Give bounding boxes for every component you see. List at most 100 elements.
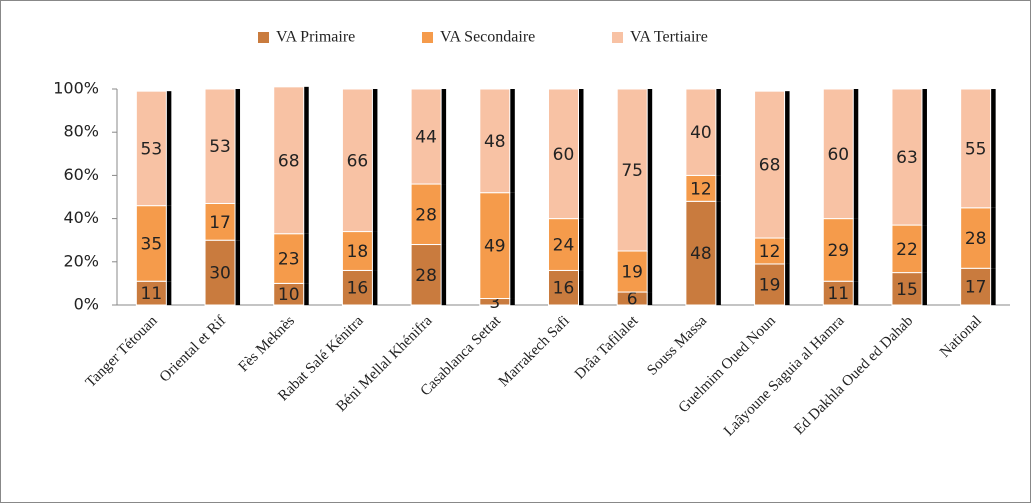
data-label: 18 bbox=[347, 242, 369, 262]
y-tick-label: 40% bbox=[63, 208, 99, 227]
data-label: 28 bbox=[965, 229, 987, 249]
bar-shadow bbox=[235, 89, 241, 204]
bar-shadow bbox=[853, 281, 859, 305]
legend-label: VA Primaire bbox=[276, 29, 355, 46]
bar-shadow bbox=[166, 281, 172, 305]
data-label: 44 bbox=[415, 128, 437, 148]
bar-segment bbox=[204, 202, 236, 241]
bar-shadow bbox=[372, 270, 378, 305]
bar-shadow bbox=[990, 207, 996, 269]
data-label: 53 bbox=[141, 139, 163, 159]
bar-shadow bbox=[166, 205, 172, 282]
y-tick-label: 80% bbox=[63, 122, 99, 141]
data-label: 60 bbox=[827, 145, 849, 165]
y-tick-label: 60% bbox=[63, 165, 99, 184]
bar-shadow bbox=[853, 89, 859, 219]
data-label: 23 bbox=[278, 250, 300, 270]
data-label: 48 bbox=[484, 132, 506, 152]
bar-shadow bbox=[921, 225, 927, 273]
bar-segment bbox=[341, 269, 373, 306]
bar-shadow bbox=[784, 91, 790, 239]
bar-segment bbox=[479, 192, 511, 300]
bar-shadow bbox=[578, 218, 584, 271]
data-label: 66 bbox=[347, 151, 369, 171]
data-label: 22 bbox=[896, 240, 918, 260]
bar-segment bbox=[548, 269, 579, 306]
legend-label: VA Tertiaire bbox=[630, 29, 708, 46]
bar-segment bbox=[273, 86, 305, 235]
bar-segment bbox=[204, 88, 236, 204]
data-label: 53 bbox=[209, 137, 231, 157]
data-label: 6 bbox=[627, 290, 638, 310]
bar-shadow bbox=[784, 238, 790, 264]
bar-segment bbox=[273, 233, 305, 284]
bar-shadow bbox=[166, 91, 172, 206]
bar-segment bbox=[548, 218, 579, 271]
data-label: 63 bbox=[896, 148, 918, 168]
data-label: 24 bbox=[553, 236, 575, 256]
data-label: 19 bbox=[759, 275, 781, 295]
legend-label: VA Secondaire bbox=[440, 29, 535, 46]
bar-segment bbox=[204, 239, 236, 306]
bar-shadow bbox=[235, 240, 241, 305]
bar-segment bbox=[616, 250, 648, 293]
bar-shadow bbox=[509, 192, 515, 299]
data-label: 16 bbox=[553, 279, 575, 299]
bar-shadow bbox=[715, 89, 721, 176]
bar-shadow bbox=[441, 89, 447, 185]
bar-shadow bbox=[715, 201, 721, 305]
bar-segment bbox=[960, 267, 992, 306]
data-label: 12 bbox=[690, 179, 712, 199]
bar-shadow bbox=[647, 292, 653, 305]
bar-segment bbox=[754, 90, 786, 239]
bar-shadow bbox=[921, 89, 927, 226]
legend-swatch bbox=[612, 32, 623, 43]
bar-shadow bbox=[509, 89, 515, 193]
bar-segment bbox=[822, 88, 854, 220]
data-label: 28 bbox=[415, 266, 437, 286]
bar-shadow bbox=[578, 89, 584, 219]
bar-shadow bbox=[303, 283, 309, 305]
bar-shadow bbox=[509, 298, 515, 305]
data-label: 16 bbox=[347, 279, 369, 299]
data-label: 40 bbox=[690, 123, 712, 143]
data-label: 48 bbox=[690, 244, 712, 264]
bar-shadow bbox=[372, 89, 378, 232]
legend-swatch bbox=[422, 32, 433, 43]
data-label: 35 bbox=[141, 234, 163, 254]
bar-segment bbox=[410, 244, 442, 306]
data-label: 12 bbox=[759, 242, 781, 262]
data-label: 10 bbox=[278, 285, 300, 305]
bar-shadow bbox=[715, 175, 721, 202]
bar-segment bbox=[685, 200, 717, 306]
data-label: 29 bbox=[827, 241, 849, 261]
data-label: 68 bbox=[759, 156, 781, 176]
bar-shadow bbox=[303, 233, 309, 284]
bar-shadow bbox=[647, 251, 653, 293]
bar-shadow bbox=[372, 231, 378, 271]
data-label: 30 bbox=[209, 264, 231, 284]
data-label: 19 bbox=[621, 263, 643, 283]
bar-shadow bbox=[990, 89, 996, 208]
bar-segment bbox=[479, 88, 511, 194]
data-label: 28 bbox=[415, 205, 437, 225]
legend-swatch bbox=[258, 32, 269, 43]
data-label: 3 bbox=[489, 293, 500, 313]
data-label: 11 bbox=[827, 284, 849, 304]
bar-segment bbox=[410, 88, 442, 185]
bar-shadow bbox=[784, 263, 790, 305]
bar-segment bbox=[135, 205, 167, 282]
bar-segment bbox=[135, 90, 167, 207]
data-label: 68 bbox=[278, 151, 300, 171]
bar-shadow bbox=[441, 244, 447, 305]
bar-shadow bbox=[235, 203, 241, 241]
bar-segment bbox=[822, 218, 854, 282]
bar-segment bbox=[548, 88, 579, 220]
data-label: 17 bbox=[965, 278, 987, 298]
y-tick-label: 100% bbox=[53, 79, 99, 98]
data-label: 15 bbox=[896, 280, 918, 300]
bar-segment bbox=[754, 263, 786, 306]
bar-segment bbox=[891, 272, 923, 306]
